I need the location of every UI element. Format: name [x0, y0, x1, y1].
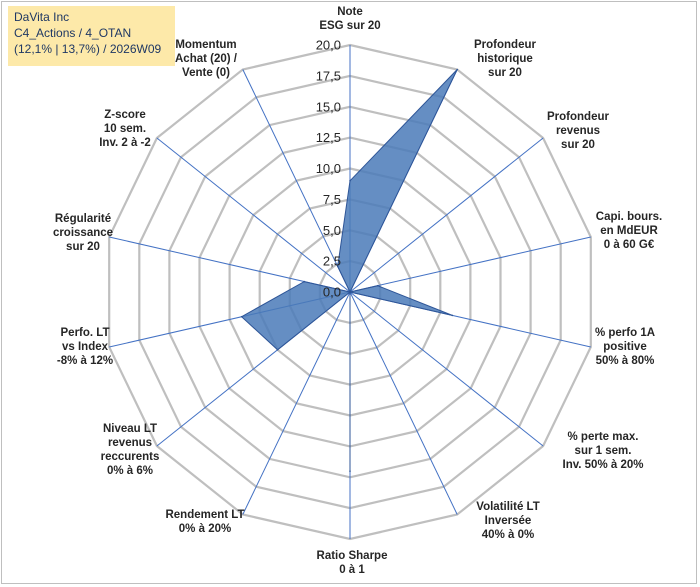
series-point-9 [276, 349, 279, 351]
axis-label-1-line-2: sur 20 [488, 67, 522, 79]
axis-label-9-line-1: revenus [108, 437, 152, 449]
series-point-11 [303, 280, 306, 283]
axis-label-6-line-1: Inversée [485, 515, 532, 527]
axis-label-2-line-1: revenus [556, 125, 600, 137]
axis-label-6: Volatilité LT Inversée 40% à 0% [476, 501, 539, 541]
axis-label-5-line-0: % perte max. [568, 431, 639, 443]
axis-label-2-line-0: Profondeur [547, 111, 609, 123]
axis-spoke-6 [349, 291, 458, 515]
series-area [240, 69, 458, 472]
axis-label-10-line-1: vs Index [62, 341, 109, 353]
axis-label-0-line-0: Note [337, 6, 363, 18]
axis-label-3-line-2: 0 à 60 G€ [604, 239, 655, 251]
axis-spoke-5 [349, 291, 544, 447]
axis-label-13-line-2: Vente (0) [182, 67, 230, 79]
axis-spoke-3 [349, 236, 591, 293]
axis-label-0: Note ESG sur 20 [319, 6, 380, 32]
axis-label-4-line-0: % perfo 1A [595, 327, 655, 339]
axis-label-6-line-2: 40% à 0% [482, 529, 534, 541]
tick-label-7: 17,5 [316, 68, 341, 83]
axis-label-7: Ratio Sharpe 0 à 1 [317, 550, 388, 576]
axis-label-6-line-0: Volatilité LT [476, 501, 539, 513]
axis-label-5-line-2: Inv. 50% à 20% [563, 459, 644, 471]
axis-spoke-13 [242, 69, 351, 293]
axis-label-11-line-0: Régularité [55, 213, 111, 225]
axis-label-0-line-1: ESG sur 20 [319, 20, 380, 32]
axis-label-3-line-1: en MdEUR [600, 225, 658, 237]
axis-label-8-line-0: Rendement LT [165, 509, 244, 521]
axis-label-3-line-0: Capi. bours. [596, 211, 662, 223]
tick-label-5: 12,5 [316, 130, 341, 145]
tick-layer: 0,0 2,5 5,0 7,5 10,0 12,5 15,0 17,5 20,0 [316, 38, 341, 300]
tick-label-4: 10,0 [316, 161, 341, 176]
series-point-13 [336, 265, 339, 268]
axis-label-9-line-2: reccurents [101, 451, 160, 463]
axis-label-9-line-0: Niveau LT [103, 423, 157, 435]
axis-label-13: Momentum Achat (20) / Vente (0) [175, 39, 238, 79]
axis-label-8-line-1: 0% à 20% [179, 523, 231, 535]
company-name: DaVita Inc [14, 10, 70, 24]
axis-label-11: Régularité croissance sur 20 [53, 213, 113, 253]
tick-label-8: 20,0 [316, 38, 341, 53]
axis-label-5-line-1: sur 1 sem. [575, 445, 632, 457]
axis-label-9: Niveau LT revenus reccurents 0% à 6% [101, 423, 160, 477]
tick-label-1: 2,5 [323, 254, 341, 269]
axis-label-1-line-0: Profondeur [474, 39, 536, 51]
axis-label-1-line-1: historique [477, 53, 533, 65]
series-point-0 [349, 180, 351, 182]
portfolio-path: C4_Actions / 4_OTAN [14, 26, 132, 40]
axis-label-13-line-0: Momentum [175, 39, 236, 51]
series-point-12 [349, 291, 351, 293]
axis-label-10: Perfo. LT vs Index -8% à 12% [57, 327, 113, 367]
axis-label-7-line-0: Ratio Sharpe [317, 550, 388, 562]
axis-label-12-line-2: Inv. 2 à -2 [99, 137, 151, 149]
tick-label-3: 7,5 [323, 192, 341, 207]
series-layer [240, 68, 459, 472]
axis-label-1: Profondeur historique sur 20 [474, 39, 536, 79]
tick-label-0: 0,0 [323, 285, 341, 300]
axis-label-2: Profondeur revenus sur 20 [547, 111, 609, 151]
info-box: DaVita Inc C4_Actions / 4_OTAN (12,1% | … [8, 6, 175, 66]
label-layer: Note ESG sur 20 Profondeur historique sur 20… [53, 6, 662, 576]
axis-label-2-line-2: sur 20 [561, 139, 595, 151]
axis-label-3: Capi. bours. en MdEUR 0 à 60 G€ [596, 211, 662, 251]
axis-label-8: Rendement LT 0% à 20% [165, 509, 244, 535]
axis-spoke-8 [242, 291, 351, 515]
series-point-4 [451, 314, 454, 317]
axis-label-12-line-0: Z-score [104, 109, 146, 121]
axis-label-10-line-2: -8% à 12% [57, 355, 113, 367]
axis-spoke-2 [349, 137, 544, 293]
axis-label-11-line-2: sur 20 [66, 241, 100, 253]
axis-label-13-line-1: Achat (20) / [175, 53, 238, 65]
axis-label-9-line-3: 0% à 6% [107, 465, 153, 477]
axis-label-10-line-0: Perfo. LT [61, 327, 110, 339]
series-point-1 [456, 68, 459, 71]
axis-label-4-line-1: positive [603, 341, 646, 353]
axis-label-12: Z-score 10 sem. Inv. 2 à -2 [99, 109, 151, 149]
axis-label-4-line-2: 50% à 80% [596, 355, 655, 367]
series-point-3 [376, 284, 379, 287]
tick-label-6: 15,0 [316, 99, 341, 114]
axis-label-5: % perte max. sur 1 sem. Inv. 50% à 20% [563, 431, 644, 471]
axis-label-11-line-1: croissance [53, 227, 113, 239]
performance-period: (12,1% | 13,7%) / 2026W09 [14, 42, 162, 56]
axis-label-7-line-1: 0 à 1 [339, 564, 365, 576]
axis-label-4: % perfo 1A positive 50% à 80% [595, 327, 655, 367]
series-point-10 [240, 315, 243, 318]
series-point-7 [349, 470, 351, 472]
tick-label-2: 5,0 [323, 223, 341, 238]
axis-spoke-12 [156, 137, 351, 293]
axis-label-12-line-1: 10 sem. [104, 123, 146, 135]
